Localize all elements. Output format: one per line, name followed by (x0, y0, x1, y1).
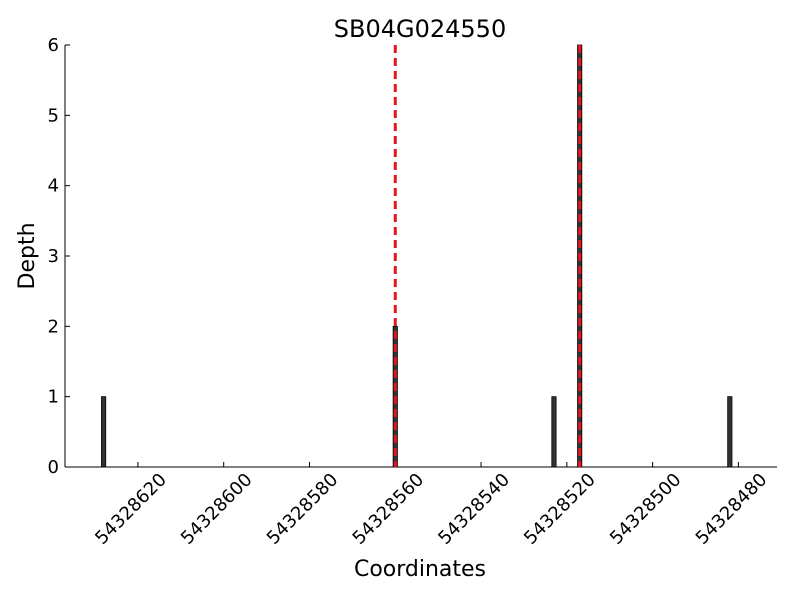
x-tick-label: 54328600 (177, 469, 257, 549)
chart-title: SB04G024550 (334, 15, 506, 43)
x-tick-label: 54328580 (263, 469, 343, 549)
bar (101, 396, 107, 468)
y-tick-label: 6 (48, 35, 59, 56)
x-tick-label: 54328560 (349, 469, 429, 549)
y-tick-label: 3 (48, 246, 59, 267)
y-tick-label: 4 (48, 176, 59, 197)
y-tick-label: 2 (48, 316, 59, 337)
bar (551, 396, 557, 468)
y-tick-label: 5 (48, 105, 59, 126)
y-tick-label: 1 (48, 387, 59, 408)
x-tick-label: 54328480 (692, 469, 772, 549)
x-axis-label: Coordinates (354, 557, 486, 582)
bar (727, 396, 733, 468)
x-tick-label: 54328540 (434, 469, 514, 549)
y-axis-label: Depth (15, 222, 40, 289)
x-tick-label: 54328520 (520, 469, 600, 549)
x-tick-label: 54328620 (91, 469, 171, 549)
y-tick-label: 0 (48, 457, 59, 478)
x-tick-label: 54328500 (606, 469, 686, 549)
